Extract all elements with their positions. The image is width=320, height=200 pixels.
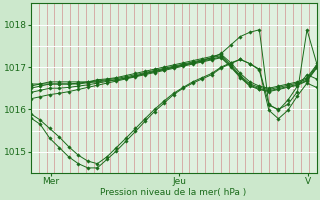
X-axis label: Pression niveau de la mer( hPa ): Pression niveau de la mer( hPa ) — [100, 188, 247, 197]
